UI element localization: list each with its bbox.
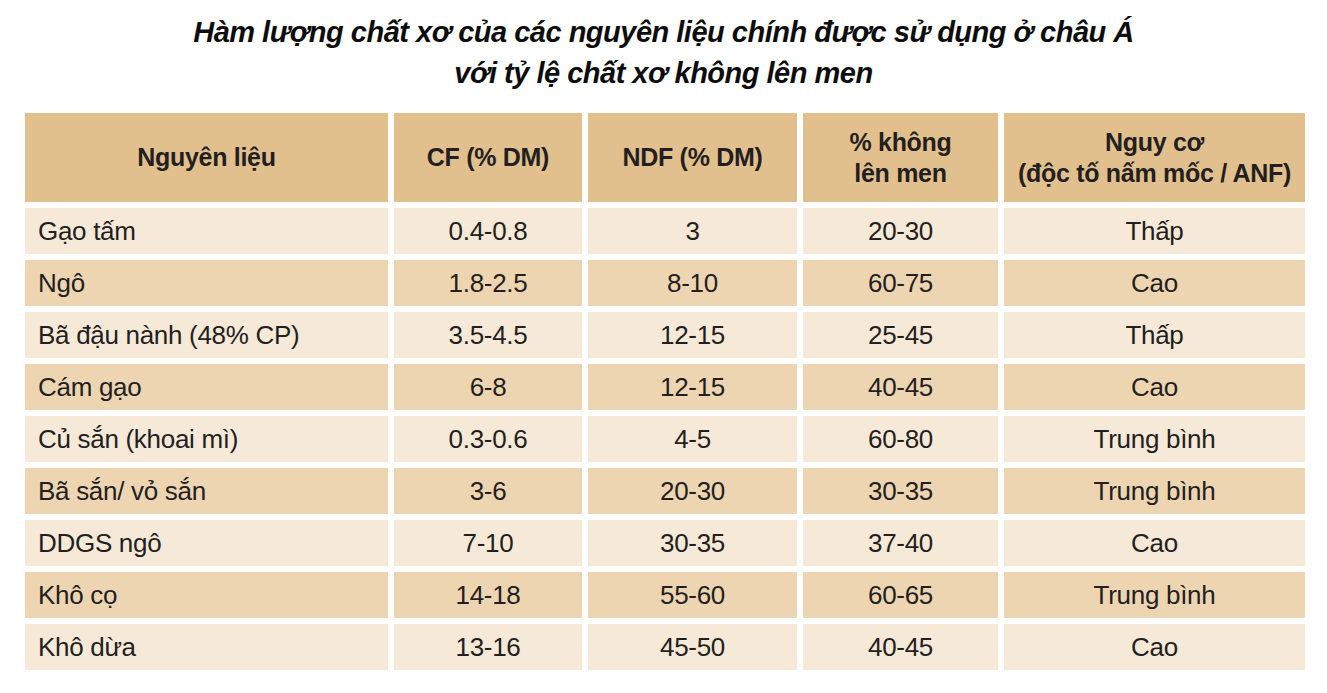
nonfermentable-value-cell: 60-75 bbox=[803, 260, 998, 306]
risk-value-cell: Trung bình bbox=[1004, 572, 1305, 618]
risk-value-cell: Cao bbox=[1004, 624, 1305, 670]
fiber-content-table: Nguyên liệu CF (% DM) NDF (% DM) % không… bbox=[25, 113, 1305, 670]
risk-value-cell: Cao bbox=[1004, 260, 1305, 306]
cf-value-cell: 0.4-0.8 bbox=[394, 208, 582, 254]
header-nonfermentable: % không lên men bbox=[803, 113, 998, 202]
ndf-value-cell: 20-30 bbox=[588, 468, 797, 514]
nonfermentable-value-cell: 40-45 bbox=[803, 364, 998, 410]
cf-value-cell: 14-18 bbox=[394, 572, 582, 618]
risk-value-cell: Thấp bbox=[1004, 312, 1305, 358]
cf-value-cell: 13-16 bbox=[394, 624, 582, 670]
nonfermentable-value-cell: 20-30 bbox=[803, 208, 998, 254]
nonfermentable-value-cell: 25-45 bbox=[803, 312, 998, 358]
risk-value-cell: Trung bình bbox=[1004, 416, 1305, 462]
material-name-cell: Khô cọ bbox=[25, 572, 388, 618]
material-name-cell: Gạo tấm bbox=[25, 208, 388, 254]
risk-value-cell: Trung bình bbox=[1004, 468, 1305, 514]
nonfermentable-value-cell: 60-80 bbox=[803, 416, 998, 462]
cf-value-cell: 3.5-4.5 bbox=[394, 312, 582, 358]
material-name-cell: Ngô bbox=[25, 260, 388, 306]
cf-value-cell: 7-10 bbox=[394, 520, 582, 566]
nonfermentable-value-cell: 30-35 bbox=[803, 468, 998, 514]
ndf-value-cell: 45-50 bbox=[588, 624, 797, 670]
material-name-cell: Củ sắn (khoai mì) bbox=[25, 416, 388, 462]
header-risk: Nguy cơ (độc tố nấm mốc / ANF) bbox=[1004, 113, 1305, 202]
risk-value-cell: Cao bbox=[1004, 520, 1305, 566]
risk-value-cell: Thấp bbox=[1004, 208, 1305, 254]
ndf-value-cell: 12-15 bbox=[588, 364, 797, 410]
material-name-cell: Bã đậu nành (48% CP) bbox=[25, 312, 388, 358]
nonfermentable-value-cell: 60-65 bbox=[803, 572, 998, 618]
cf-value-cell: 0.3-0.6 bbox=[394, 416, 582, 462]
header-ndf: NDF (% DM) bbox=[588, 113, 797, 202]
material-name-cell: Bã sắn/ vỏ sắn bbox=[25, 468, 388, 514]
ndf-value-cell: 8-10 bbox=[588, 260, 797, 306]
nonfermentable-value-cell: 37-40 bbox=[803, 520, 998, 566]
risk-value-cell: Cao bbox=[1004, 364, 1305, 410]
material-name-cell: DDGS ngô bbox=[25, 520, 388, 566]
cf-value-cell: 3-6 bbox=[394, 468, 582, 514]
table-title: Hàm lượng chất xơ của các nguyên liệu ch… bbox=[0, 12, 1327, 94]
cf-value-cell: 1.8-2.5 bbox=[394, 260, 582, 306]
material-name-cell: Khô dừa bbox=[25, 624, 388, 670]
table-title-line1: Hàm lượng chất xơ của các nguyên liệu ch… bbox=[0, 12, 1327, 53]
ndf-value-cell: 12-15 bbox=[588, 312, 797, 358]
table-title-line2: với tỷ lệ chất xơ không lên men bbox=[0, 53, 1327, 94]
header-material: Nguyên liệu bbox=[25, 113, 388, 202]
ndf-value-cell: 55-60 bbox=[588, 572, 797, 618]
material-name-cell: Cám gạo bbox=[25, 364, 388, 410]
ndf-value-cell: 4-5 bbox=[588, 416, 797, 462]
document-page: Hàm lượng chất xơ của các nguyên liệu ch… bbox=[0, 0, 1327, 693]
cf-value-cell: 6-8 bbox=[394, 364, 582, 410]
nonfermentable-value-cell: 40-45 bbox=[803, 624, 998, 670]
ndf-value-cell: 3 bbox=[588, 208, 797, 254]
header-cf: CF (% DM) bbox=[394, 113, 582, 202]
ndf-value-cell: 30-35 bbox=[588, 520, 797, 566]
